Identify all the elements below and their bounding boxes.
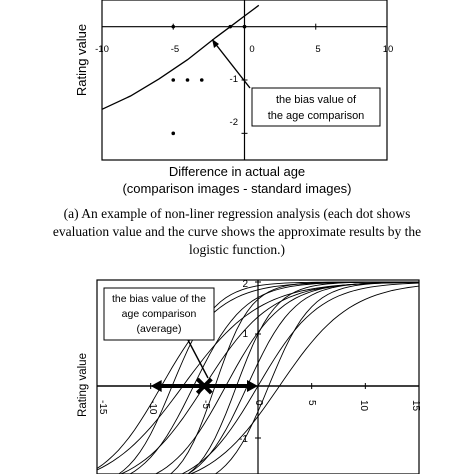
panel-b-logistic-curve xyxy=(189,285,420,474)
panel-a-annotation-arrow xyxy=(213,41,251,89)
panel-a-data-point xyxy=(242,24,247,29)
panel-a-tick-x-10: 10 xyxy=(383,44,394,55)
panel-b-logistic-curve xyxy=(187,281,419,474)
panel-b-tick-x-0: 0 xyxy=(253,400,264,406)
panel-a-ylabel: Rating value xyxy=(74,24,89,96)
panel-a-arrowhead xyxy=(212,39,219,48)
panel-a-data-point xyxy=(171,78,176,82)
panel-a-tick-x-m10: -10 xyxy=(95,44,109,55)
panel-a-data-point xyxy=(185,78,190,82)
panel-b-bias-average-marker xyxy=(195,377,213,395)
panel-a-tick-x-5: 5 xyxy=(315,44,320,55)
panel-a-tick-y-m2: -2 xyxy=(230,117,238,128)
panel-a-annotation-line1: the bias value of xyxy=(276,94,357,106)
caption-line3: logistic function.) xyxy=(189,242,285,257)
panel-b-tick-x-10: 10 xyxy=(358,400,369,412)
caption-line2: evaluation value and the curve shows the… xyxy=(53,224,421,239)
panel-b-bias-right-arrowhead xyxy=(247,380,258,392)
panel-a: Rating value -10 -5 5 10 0 -1 -2 the bia… xyxy=(74,0,393,196)
panel-a-annotation-box xyxy=(251,87,381,127)
panel-a-xlabel-line1: Difference in actual age xyxy=(169,164,305,179)
panel-b-annotation-arrow xyxy=(187,339,209,379)
panel-b-annotation-line2: age comparison xyxy=(122,308,197,320)
panel-a-tick-x-m5: -5 xyxy=(171,44,179,55)
panel-a-xlabel-line2: (comparison images - standard images) xyxy=(122,181,351,196)
panel-b-tick-x-m10: -10 xyxy=(147,400,158,415)
panel-b-annotation-line3: (average) xyxy=(137,323,182,335)
panel-b-tick-x-15: 15 xyxy=(410,400,421,412)
panel-b-tick-y-2: 2 xyxy=(242,279,248,290)
panel-a-tick-y-m1: -1 xyxy=(230,74,238,85)
panel-b-ylabel: Rating value xyxy=(77,353,89,417)
panel-a-tick-x-0: 0 xyxy=(249,44,254,55)
panel-a-data-point xyxy=(228,24,233,29)
panel-b-bias-left-arrowhead xyxy=(150,380,162,392)
panel-b: Rating value 2 1 -1 -15 -10 -5 0 5 10 15… xyxy=(77,279,421,474)
panel-a-data-point xyxy=(199,78,204,82)
panel-a-data-point xyxy=(171,24,176,29)
panel-a-data-point xyxy=(171,131,176,136)
panel-b-annotation-box xyxy=(103,287,215,341)
panel-b-tick-y-m1: -1 xyxy=(239,434,248,445)
panel-b-tick-x-m5: -5 xyxy=(200,400,211,409)
panel-a-logistic-curve xyxy=(101,4,260,110)
panel-b-tick-x-5: 5 xyxy=(306,400,317,406)
panel-b-tick-y-1: 1 xyxy=(242,329,248,340)
panel-b-logistic-curve xyxy=(187,281,419,474)
panel-b-logistic-curve xyxy=(214,281,419,474)
panel-a-annotation-line2: the age comparison xyxy=(268,110,365,122)
panel-b-annotation-line1: the bias value of the xyxy=(112,293,206,305)
panel-b-tick-x-m15: -15 xyxy=(97,400,108,415)
caption-line1: (a) An example of non-liner regression a… xyxy=(64,206,411,221)
